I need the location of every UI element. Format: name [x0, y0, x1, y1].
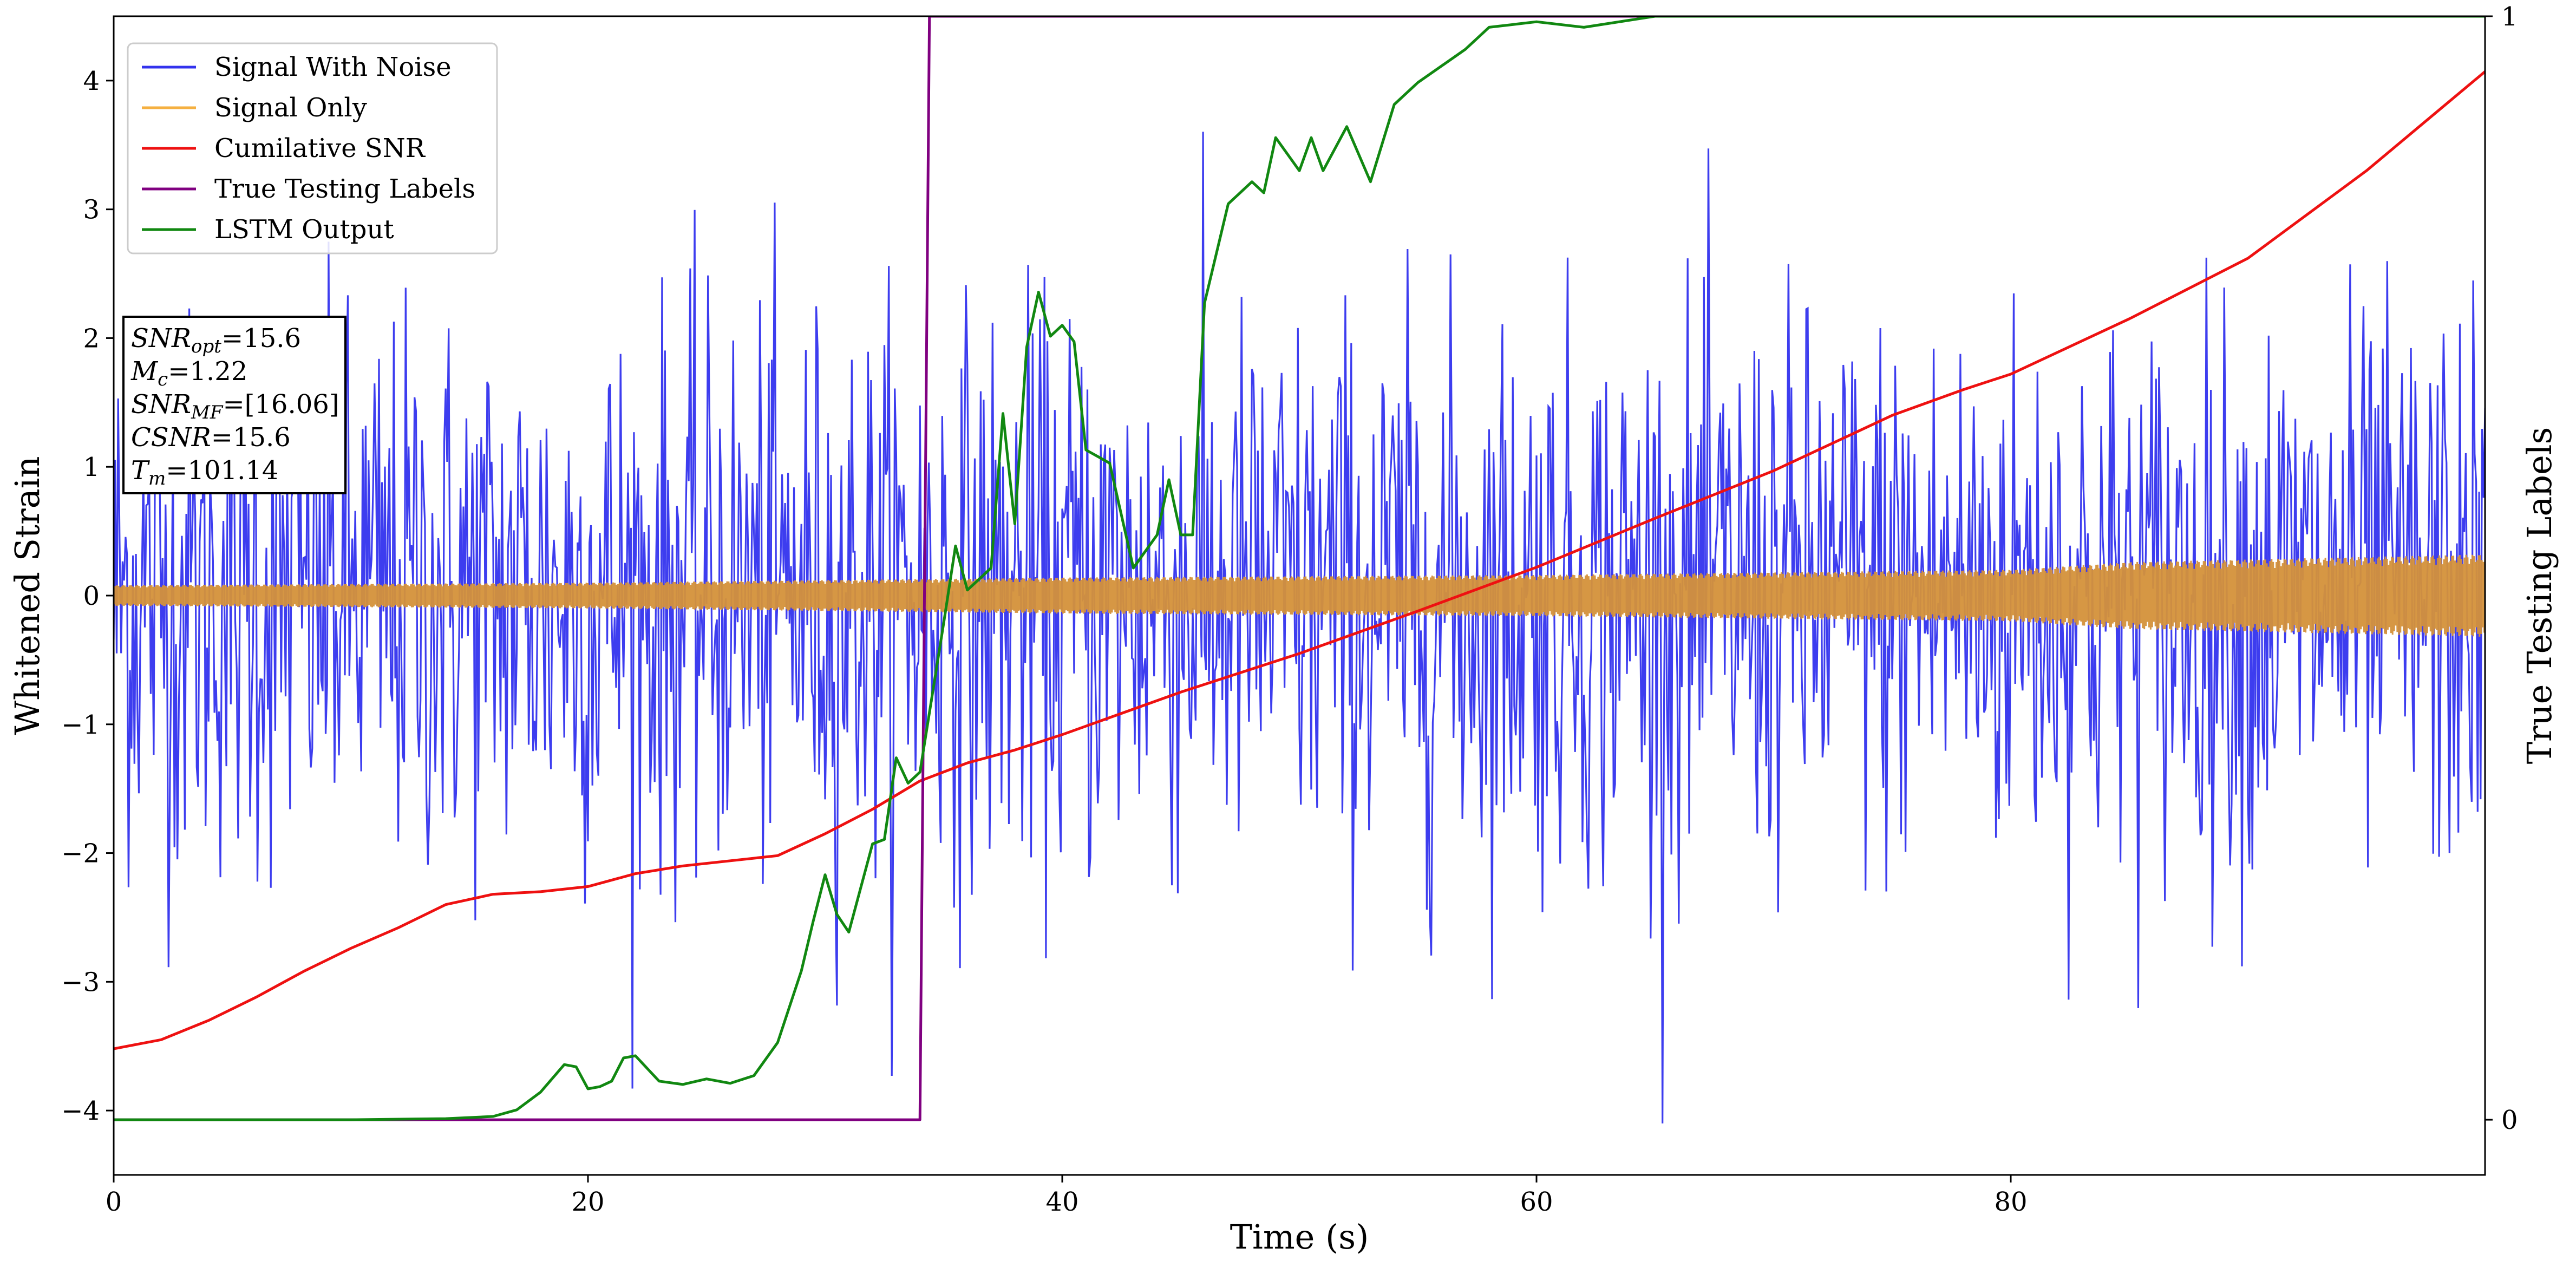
y-tick-label: −3	[61, 967, 100, 997]
y-tick-label: 3	[83, 195, 100, 225]
series-signal-only	[114, 554, 2485, 637]
annotation-line: Tm=101.14	[131, 455, 278, 489]
series-lstm-output	[114, 16, 2485, 1121]
y2-axis-title: True Testing Labels	[2520, 427, 2559, 765]
annotation-line: SNRopt=15.6	[131, 323, 301, 357]
y-tick-label: 0	[83, 581, 100, 611]
parameter-annotation-box: SNRopt=15.6Mc=1.22SNRMF=[16.06]CSNR=15.6…	[122, 316, 346, 494]
legend-label: True Testing Labels	[214, 174, 475, 204]
y-tick-label: −1	[61, 710, 100, 740]
y-tick-label: −4	[61, 1096, 100, 1126]
x-tick-label: 40	[1045, 1187, 1078, 1217]
y-axis-title: Whitened Strain	[8, 456, 47, 735]
annotation-line: CSNR=15.6	[131, 422, 291, 453]
y-tick-label: 2	[83, 323, 100, 354]
legend-label: Cumilative SNR	[214, 133, 426, 164]
y-tick-label: −2	[61, 839, 100, 869]
annotation-frame	[122, 316, 346, 494]
annotation-line: SNRMF=[16.06]	[131, 389, 339, 423]
y-axis-left: −4 −3 −2 −1 0 1 2 3 4	[61, 66, 114, 1126]
series-layer	[114, 16, 2485, 1123]
y-axis-right: 01	[2485, 2, 2518, 1135]
x-axis: 0 20 40 60 80	[106, 1175, 2028, 1217]
legend-label: Signal With Noise	[214, 52, 452, 82]
y2-tick-label: 1	[2501, 2, 2518, 32]
x-tick-label: 60	[1520, 1187, 1553, 1217]
legend-label: Signal Only	[214, 93, 367, 123]
y2-tick-label: 0	[2501, 1105, 2518, 1135]
series-signal-with-noise	[114, 132, 2485, 1123]
legend-frame	[127, 42, 498, 254]
annotation-line: Mc=1.22	[130, 356, 247, 390]
y-tick-label: 4	[83, 66, 100, 96]
x-axis-title: Time (s)	[1230, 1217, 1369, 1257]
series-true-testing-labels	[114, 16, 2485, 1121]
series-cumulative-snr	[114, 70, 2485, 1050]
x-tick-label: 20	[571, 1187, 604, 1217]
x-tick-label: 0	[106, 1187, 122, 1217]
legend: Signal With Noise Signal Only Cumilative S…	[127, 42, 498, 254]
y-tick-label: 1	[83, 452, 100, 482]
x-tick-label: 80	[1994, 1187, 2027, 1217]
legend-label: LSTM Output	[214, 214, 394, 245]
